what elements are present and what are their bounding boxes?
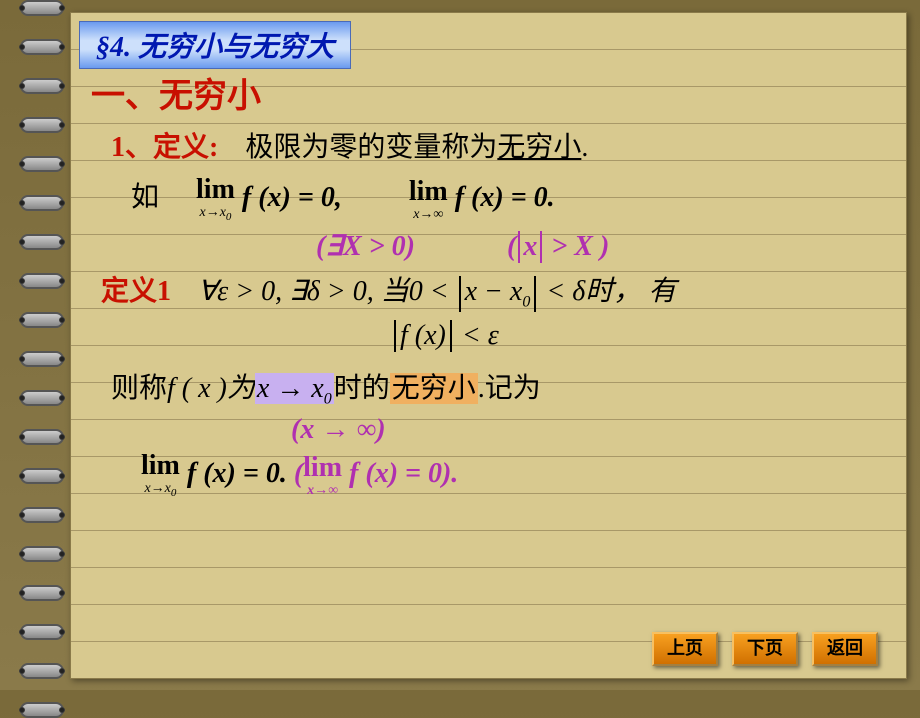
- hl-x-to-x0: x → x0: [255, 373, 334, 404]
- exist-X: (∃X > 0): [316, 231, 415, 262]
- example-line: 如 lim x→x0 f (x) = 0, lim x→∞ f (x) = 0.: [131, 175, 886, 223]
- eg-label: 如: [131, 182, 159, 213]
- abs-x-X: (x > X ): [507, 231, 609, 262]
- def-text: 极限为零的变量称为: [245, 132, 497, 163]
- def-term: 无穷小: [497, 132, 581, 163]
- def1-label: 定义1: [101, 276, 171, 307]
- section-title: §4. 无穷小与无穷大: [96, 32, 334, 63]
- heading-1: 一、无穷小: [91, 68, 886, 117]
- lt-eps: < ε: [455, 320, 499, 351]
- abs-fx-line: f (x) < ε: [391, 320, 886, 352]
- lt-delta: < δ时， 有: [539, 276, 676, 307]
- abs-x-x0: x − x0: [459, 276, 537, 312]
- fx-is: f ( x )为: [167, 373, 255, 404]
- hl-infinitesimal: 无穷小: [390, 373, 478, 404]
- back-button[interactable]: 返回: [812, 632, 878, 666]
- limit-2: lim x→∞: [409, 178, 448, 222]
- section-title-bar: §4. 无穷小与无穷大: [79, 21, 351, 69]
- limit-1: lim x→x0: [196, 176, 235, 223]
- rec: .记为: [478, 373, 541, 404]
- prev-button[interactable]: 上页: [652, 632, 718, 666]
- limit-eq-line: lim x→x0 f (x) = 0. ( lim x→∞ f (x) = 0)…: [141, 452, 886, 499]
- fx-eq-0-2: f (x) = 0.: [455, 182, 555, 213]
- conclusion-line: 则称f ( x )为x → x0时的无穷小.记为: [111, 366, 886, 409]
- purple-lim-inf: ( lim x→∞ f (x) = 0).: [294, 458, 458, 489]
- def-label: 1、定义:: [111, 132, 218, 163]
- definition-line: 1、定义: 极限为零的变量称为无穷小.: [111, 125, 886, 165]
- abs-fx: f (x): [394, 320, 452, 352]
- forall-eps: ∀ε > 0, ∃δ > 0, 当0 <: [198, 276, 456, 307]
- next-button[interactable]: 下页: [732, 632, 798, 666]
- limit-3: lim x→x0: [141, 452, 180, 499]
- purple-xinf: (x → ∞): [291, 414, 886, 446]
- content-area: 一、无穷小 1、定义: 极限为零的变量称为无穷小. 如 lim x→x0 f (…: [91, 68, 886, 505]
- purple-annotations: (∃X > 0) (x > X ): [91, 229, 886, 263]
- mid: 时的: [334, 373, 390, 404]
- fx-eq-0-3: f (x) = 0.: [187, 458, 287, 489]
- definition-1-line: 定义1 ∀ε > 0, ∃δ > 0, 当0 < x − x0 < δ时， 有: [91, 269, 886, 312]
- spiral-binding: [20, 0, 70, 690]
- notebook-page: §4. 无穷小与无穷大 一、无穷小 1、定义: 极限为零的变量称为无穷小. 如 …: [70, 12, 907, 679]
- fx-eq-0-1: f (x) = 0,: [242, 182, 342, 213]
- then: 则称: [111, 373, 167, 404]
